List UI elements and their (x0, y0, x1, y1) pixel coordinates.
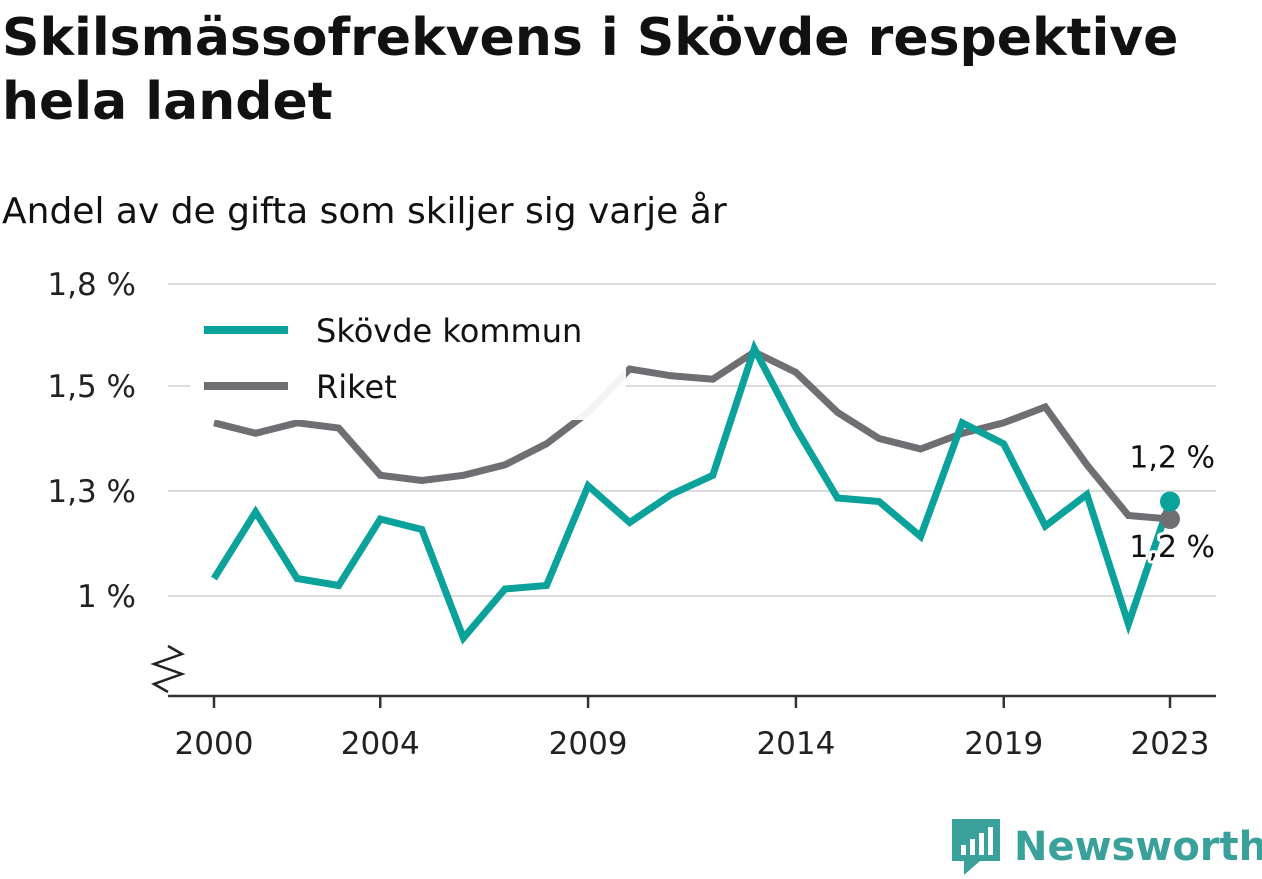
series-line (213, 347, 1171, 523)
y-tick-label: 1,5 % (47, 369, 136, 405)
y-tick-label: 1 % (77, 579, 136, 615)
x-tick-label: 2009 (549, 726, 628, 762)
series-line (211, 339, 1174, 645)
legend-background (190, 296, 626, 420)
x-tick-label: 2014 (756, 726, 835, 762)
x-axis: 2000 2004 2009 2014 2019 2023 (168, 694, 1216, 762)
x-tick-label: 2000 (175, 726, 254, 762)
x-tick-label: 2019 (964, 726, 1043, 762)
newsworthy-logo-icon (952, 819, 1000, 875)
chart-title: Skilsmässofrekvens i Skövde respektive h… (2, 8, 1179, 132)
y-tick-label: 1,3 % (47, 474, 136, 510)
x-tick-label: 2004 (341, 726, 420, 762)
y-axis-break (150, 644, 186, 694)
axis-break-mark (150, 644, 186, 694)
series-end-point (1160, 509, 1180, 529)
brand: Newsworthy (950, 816, 1262, 878)
series-end-label: 1,2 % (1129, 441, 1215, 476)
brand-name: Newsworthy (1014, 824, 1262, 870)
grid-lines: 1 % 1,3 % 1,5 % 1,8 % (47, 267, 1216, 615)
series-lines: 1,2 % 1,2 % (211, 339, 1218, 645)
legend: Skövde kommun Riket (190, 296, 626, 420)
chart-subtitle: Andel av de gifta som skiljer sig varje … (2, 191, 727, 232)
series-end-label: 1,2 % (1129, 530, 1215, 565)
y-tick-label: 1,8 % (47, 267, 136, 303)
legend-label: Riket (316, 368, 397, 406)
x-tick-label: 2023 (1131, 726, 1210, 762)
legend-label: Skövde kommun (316, 312, 582, 350)
series-end-point (1160, 491, 1180, 512)
